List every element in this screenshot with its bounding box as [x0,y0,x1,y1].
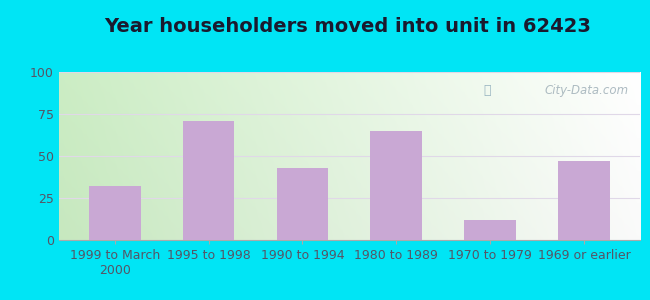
Bar [370,131,422,240]
Bar [89,186,140,240]
Text: ⓘ: ⓘ [483,84,491,97]
Bar [183,121,235,240]
Bar [464,220,516,240]
Bar [277,168,328,240]
Text: Year householders moved into unit in 62423: Year householders moved into unit in 624… [104,17,592,37]
Text: City-Data.com: City-Data.com [545,84,629,97]
Bar [558,161,610,240]
